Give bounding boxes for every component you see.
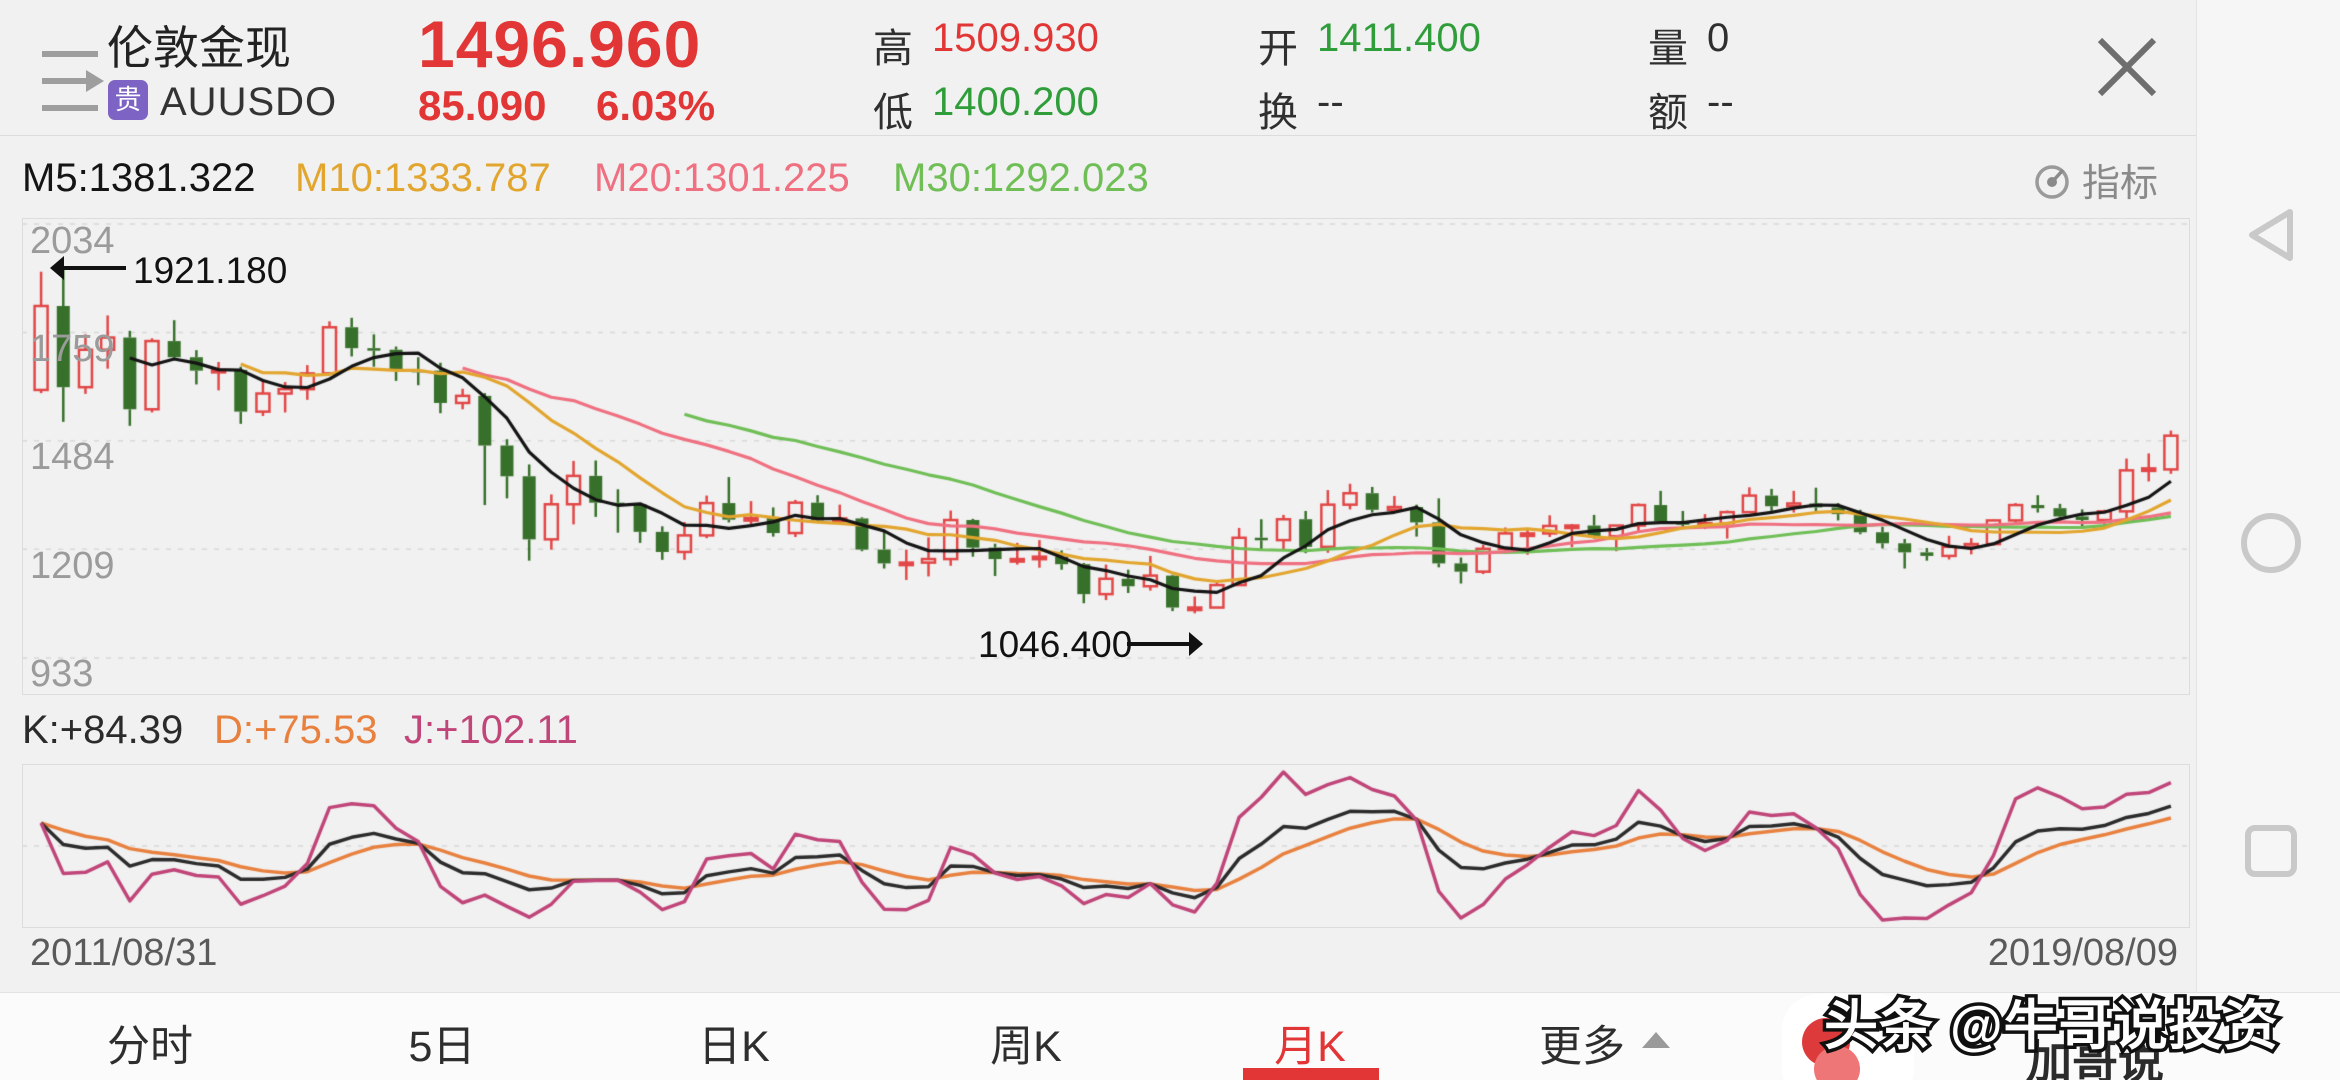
y-axis-tick-1: 1759 (30, 328, 115, 370)
watermark: 头条 @牛哥说投资 (1821, 993, 2282, 1060)
stat-value-amount: -- (1707, 80, 1734, 124)
active-tab-underline (1243, 1068, 1379, 1080)
close-icon[interactable] (2094, 34, 2160, 100)
ma30-value: M30:1292.023 (893, 156, 1149, 200)
kdj-chart[interactable] (22, 764, 2190, 928)
high-annotation-arrow (50, 256, 126, 280)
y-axis-tick-0: 2034 (30, 220, 115, 262)
tab-monthly-k[interactable]: 月K (1274, 1023, 1346, 1071)
low-annotation-arrow (1127, 632, 1203, 656)
period-tab-bar (0, 992, 2340, 1080)
watermark-partial-text: 加哥说 (2026, 1036, 2164, 1080)
nav-home-icon[interactable] (2238, 508, 2308, 578)
last-price: 1496.960 (418, 7, 702, 81)
tab-minute[interactable]: 分时 (107, 1023, 193, 1071)
stat-label-amount: 额 (1648, 91, 1688, 135)
stat-value-open: 1411.400 (1317, 16, 1481, 60)
stat-label-volume: 量 (1648, 27, 1688, 71)
stat-value-low: 1400.200 (932, 80, 1099, 124)
chart-end-date: 2019/08/09 (1987, 932, 2178, 974)
nav-recents-icon[interactable] (2238, 816, 2308, 886)
watermark-logo-circle-light (1814, 1046, 1860, 1080)
y-axis-tick-4: 933 (30, 653, 94, 695)
svg-text:头条 @牛哥说投资: 头条 @牛哥说投资 (1824, 996, 2279, 1056)
y-axis-tick-3: 1209 (30, 545, 115, 587)
gauge-icon (2035, 164, 2069, 199)
price-change: 85.090 (418, 82, 547, 129)
ma10-value: M10:1333.787 (295, 156, 551, 200)
tab-daily-k[interactable]: 日K (698, 1023, 770, 1071)
indicator-label: 指标 (2082, 163, 2159, 205)
y-axis-tick-2: 1484 (30, 436, 115, 478)
nav-back-icon[interactable] (2238, 200, 2308, 270)
stat-label-open: 开 (1258, 27, 1298, 71)
stat-label-low: 低 (873, 91, 913, 135)
stat-value-turnover-rate: -- (1317, 80, 1344, 124)
market-badge: 贵 (108, 80, 148, 120)
candlestick-chart[interactable] (22, 218, 2190, 695)
kdj-d-value: D:+75.53 (214, 708, 378, 752)
stat-label-high: 高 (873, 27, 913, 71)
kdj-k-value: K:+84.39 (22, 708, 184, 752)
stat-value-high: 1509.930 (932, 16, 1099, 60)
price-change-percent: 6.03% (596, 82, 716, 129)
tab-weekly-k[interactable]: 周K (990, 1023, 1062, 1071)
instrument-title: 伦敦金现 (107, 22, 291, 74)
header-divider (0, 135, 2196, 136)
ma5-value: M5:1381.322 (22, 156, 256, 200)
chart-start-date: 2011/08/31 (30, 932, 218, 974)
instrument-symbol: AUUSDO (160, 80, 338, 124)
tab-more[interactable]: 更多 (1539, 1023, 1625, 1071)
menu-icon[interactable] (40, 44, 110, 120)
kdj-j-value: J:+102.11 (404, 708, 578, 752)
stat-label-turnover-rate: 换 (1258, 91, 1298, 135)
low-annotation-label: 1046.400 (978, 624, 1133, 665)
tab-5day[interactable]: 5日 (408, 1023, 476, 1071)
more-arrow-icon[interactable] (1642, 1032, 1670, 1048)
ma20-value: M20:1301.225 (594, 156, 850, 200)
high-annotation-label: 1921.180 (133, 250, 288, 291)
stat-value-volume: 0 (1707, 16, 1730, 60)
indicator-button[interactable]: 指标 (2030, 152, 2158, 207)
